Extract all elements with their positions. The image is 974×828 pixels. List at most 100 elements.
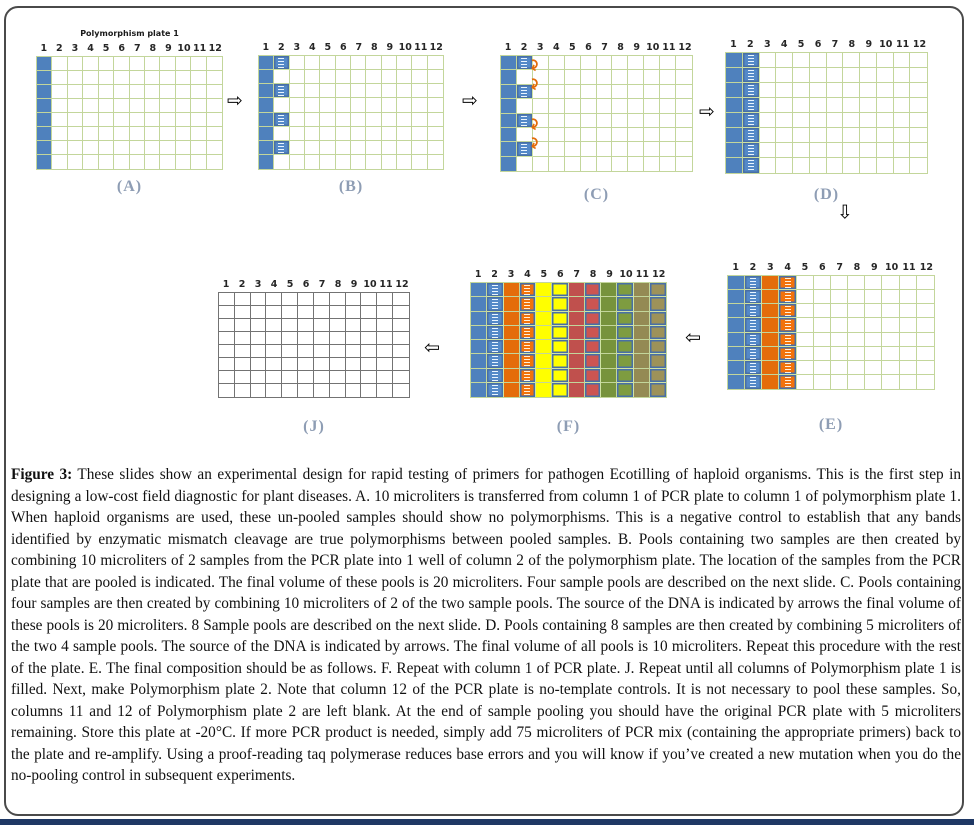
well-cell (290, 154, 305, 169)
well-cell (742, 113, 760, 128)
well-cell (487, 297, 504, 312)
well-cell (487, 283, 504, 298)
well-cell (346, 384, 362, 397)
column-header: 12 (429, 42, 443, 53)
well-cell (826, 98, 844, 113)
well-cell (516, 99, 533, 114)
well-cell (745, 374, 763, 389)
well-cell (793, 68, 810, 83)
column-headers: 1 2 3 4 5 6 7 8 9 10 11 12 (727, 262, 935, 273)
well-cell (916, 347, 934, 361)
well-cell (412, 56, 428, 71)
well-cell (191, 127, 207, 141)
well-cell (899, 346, 917, 361)
well-cell (206, 85, 222, 99)
column-header: 6 (118, 43, 125, 54)
well-cell (219, 358, 235, 371)
well-cell (876, 143, 894, 158)
well-cell (381, 140, 397, 155)
well-cell (848, 318, 866, 333)
well-cell (298, 358, 314, 371)
well-cell (393, 384, 409, 397)
column-header: 3 (536, 42, 544, 53)
well-cell (304, 70, 321, 85)
well-cell (314, 384, 330, 397)
well-cell (601, 368, 618, 383)
well-cell (298, 293, 314, 306)
sample-id-marks (491, 384, 498, 395)
well-cell (219, 306, 235, 319)
well-cell (313, 371, 330, 384)
well-cell (793, 53, 810, 68)
well-cell (219, 371, 235, 384)
well-cell (813, 360, 831, 375)
well-cell (377, 293, 394, 306)
well-cell (910, 53, 927, 68)
sample-id-marks (784, 348, 791, 359)
well-cell (503, 368, 520, 383)
well-cell (759, 128, 777, 143)
sample-id-marks (784, 362, 791, 373)
column-header: 1 (504, 42, 512, 53)
well-cell (860, 98, 877, 113)
well-cell (865, 276, 883, 291)
well-cell (129, 127, 145, 141)
well-cell (335, 56, 351, 71)
well-cell (519, 354, 536, 369)
well-cell (893, 128, 911, 143)
well-cell (916, 304, 934, 319)
column-header: 7 (831, 39, 839, 50)
well-cell (191, 71, 207, 85)
well-cell (793, 158, 810, 173)
well-cell (564, 99, 581, 114)
well-cell (865, 304, 883, 319)
well-cell (759, 83, 777, 98)
well-cell (160, 127, 176, 141)
well-cell (584, 311, 601, 326)
well-cell (114, 71, 130, 85)
well-cell (191, 141, 207, 155)
well-cell (894, 158, 911, 173)
well-cell (144, 113, 161, 127)
well-cell (114, 57, 130, 71)
well-cell (67, 71, 84, 85)
column-header: 11 (902, 262, 916, 273)
well-cell (759, 68, 777, 83)
well-cell (900, 374, 917, 389)
well-cell (742, 53, 760, 68)
well-cell (809, 143, 827, 158)
well-cell (129, 85, 145, 99)
sample-id-marks (278, 114, 285, 125)
well-cell (843, 128, 860, 143)
well-cell (601, 354, 618, 369)
well-cell (633, 368, 650, 383)
well-cell (676, 157, 692, 171)
well-cell (612, 113, 629, 128)
well-cell (191, 85, 207, 99)
sample-id-marks (524, 370, 531, 381)
well-cell (596, 142, 613, 157)
well-cell (304, 112, 321, 127)
well-cell (532, 56, 549, 71)
well-cell (617, 283, 634, 298)
well-cell (160, 141, 176, 155)
column-header: 6 (339, 42, 347, 53)
well-cell (596, 113, 613, 128)
well-cell (361, 384, 378, 397)
column-header: 6 (814, 39, 822, 50)
well-cell (160, 57, 176, 71)
well-cell (580, 56, 597, 71)
well-cell (274, 154, 290, 169)
well-cell (745, 304, 763, 319)
well-cell (361, 319, 378, 332)
column-header: 3 (71, 43, 79, 54)
well-cell (501, 127, 517, 143)
sample-id-marks (521, 144, 528, 155)
well-cell (580, 99, 597, 114)
well-cell (726, 128, 743, 143)
sample-id-marks (784, 306, 791, 317)
plate-label-D: (D) (813, 186, 840, 203)
well-cell (519, 325, 536, 340)
well-cell (809, 53, 827, 68)
well-cell (843, 83, 860, 98)
